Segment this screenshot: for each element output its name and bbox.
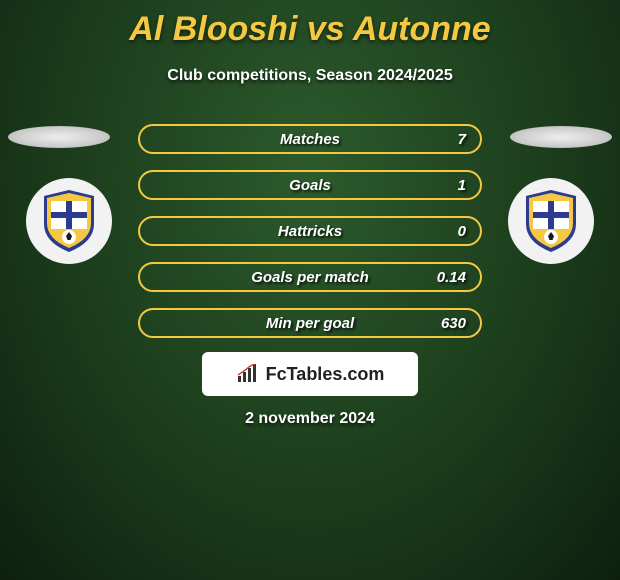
stat-label: Hattricks <box>278 223 342 240</box>
stat-value: 630 <box>441 315 466 332</box>
brand-logo[interactable]: FcTables.com <box>202 352 418 396</box>
stat-label: Matches <box>280 131 340 148</box>
stat-row: Hattricks 0 <box>138 216 482 246</box>
club-crest-right <box>508 178 594 264</box>
stat-row: Min per goal 630 <box>138 308 482 338</box>
shield-icon <box>42 190 96 252</box>
page-title: Al Blooshi vs Autonne <box>0 0 620 49</box>
stat-label: Goals per match <box>251 269 369 286</box>
bar-chart-icon <box>236 364 260 384</box>
stat-value: 1 <box>458 177 466 194</box>
stats-rows: Matches 7 Goals 1 Hattricks 0 Goals per … <box>138 124 482 354</box>
stat-row: Matches 7 <box>138 124 482 154</box>
stat-label: Goals <box>289 177 331 194</box>
club-crest-left <box>26 178 112 264</box>
subtitle: Club competitions, Season 2024/2025 <box>0 67 620 85</box>
stat-row: Goals per match 0.14 <box>138 262 482 292</box>
stat-label: Min per goal <box>266 315 354 332</box>
shield-icon <box>524 190 578 252</box>
brand-text: FcTables.com <box>266 364 385 385</box>
date-text: 2 november 2024 <box>0 410 620 428</box>
player-photo-placeholder-right <box>510 126 612 148</box>
stat-value: 0 <box>458 223 466 240</box>
stat-value: 7 <box>458 131 466 148</box>
player-photo-placeholder-left <box>8 126 110 148</box>
stat-value: 0.14 <box>437 269 466 286</box>
stat-row: Goals 1 <box>138 170 482 200</box>
